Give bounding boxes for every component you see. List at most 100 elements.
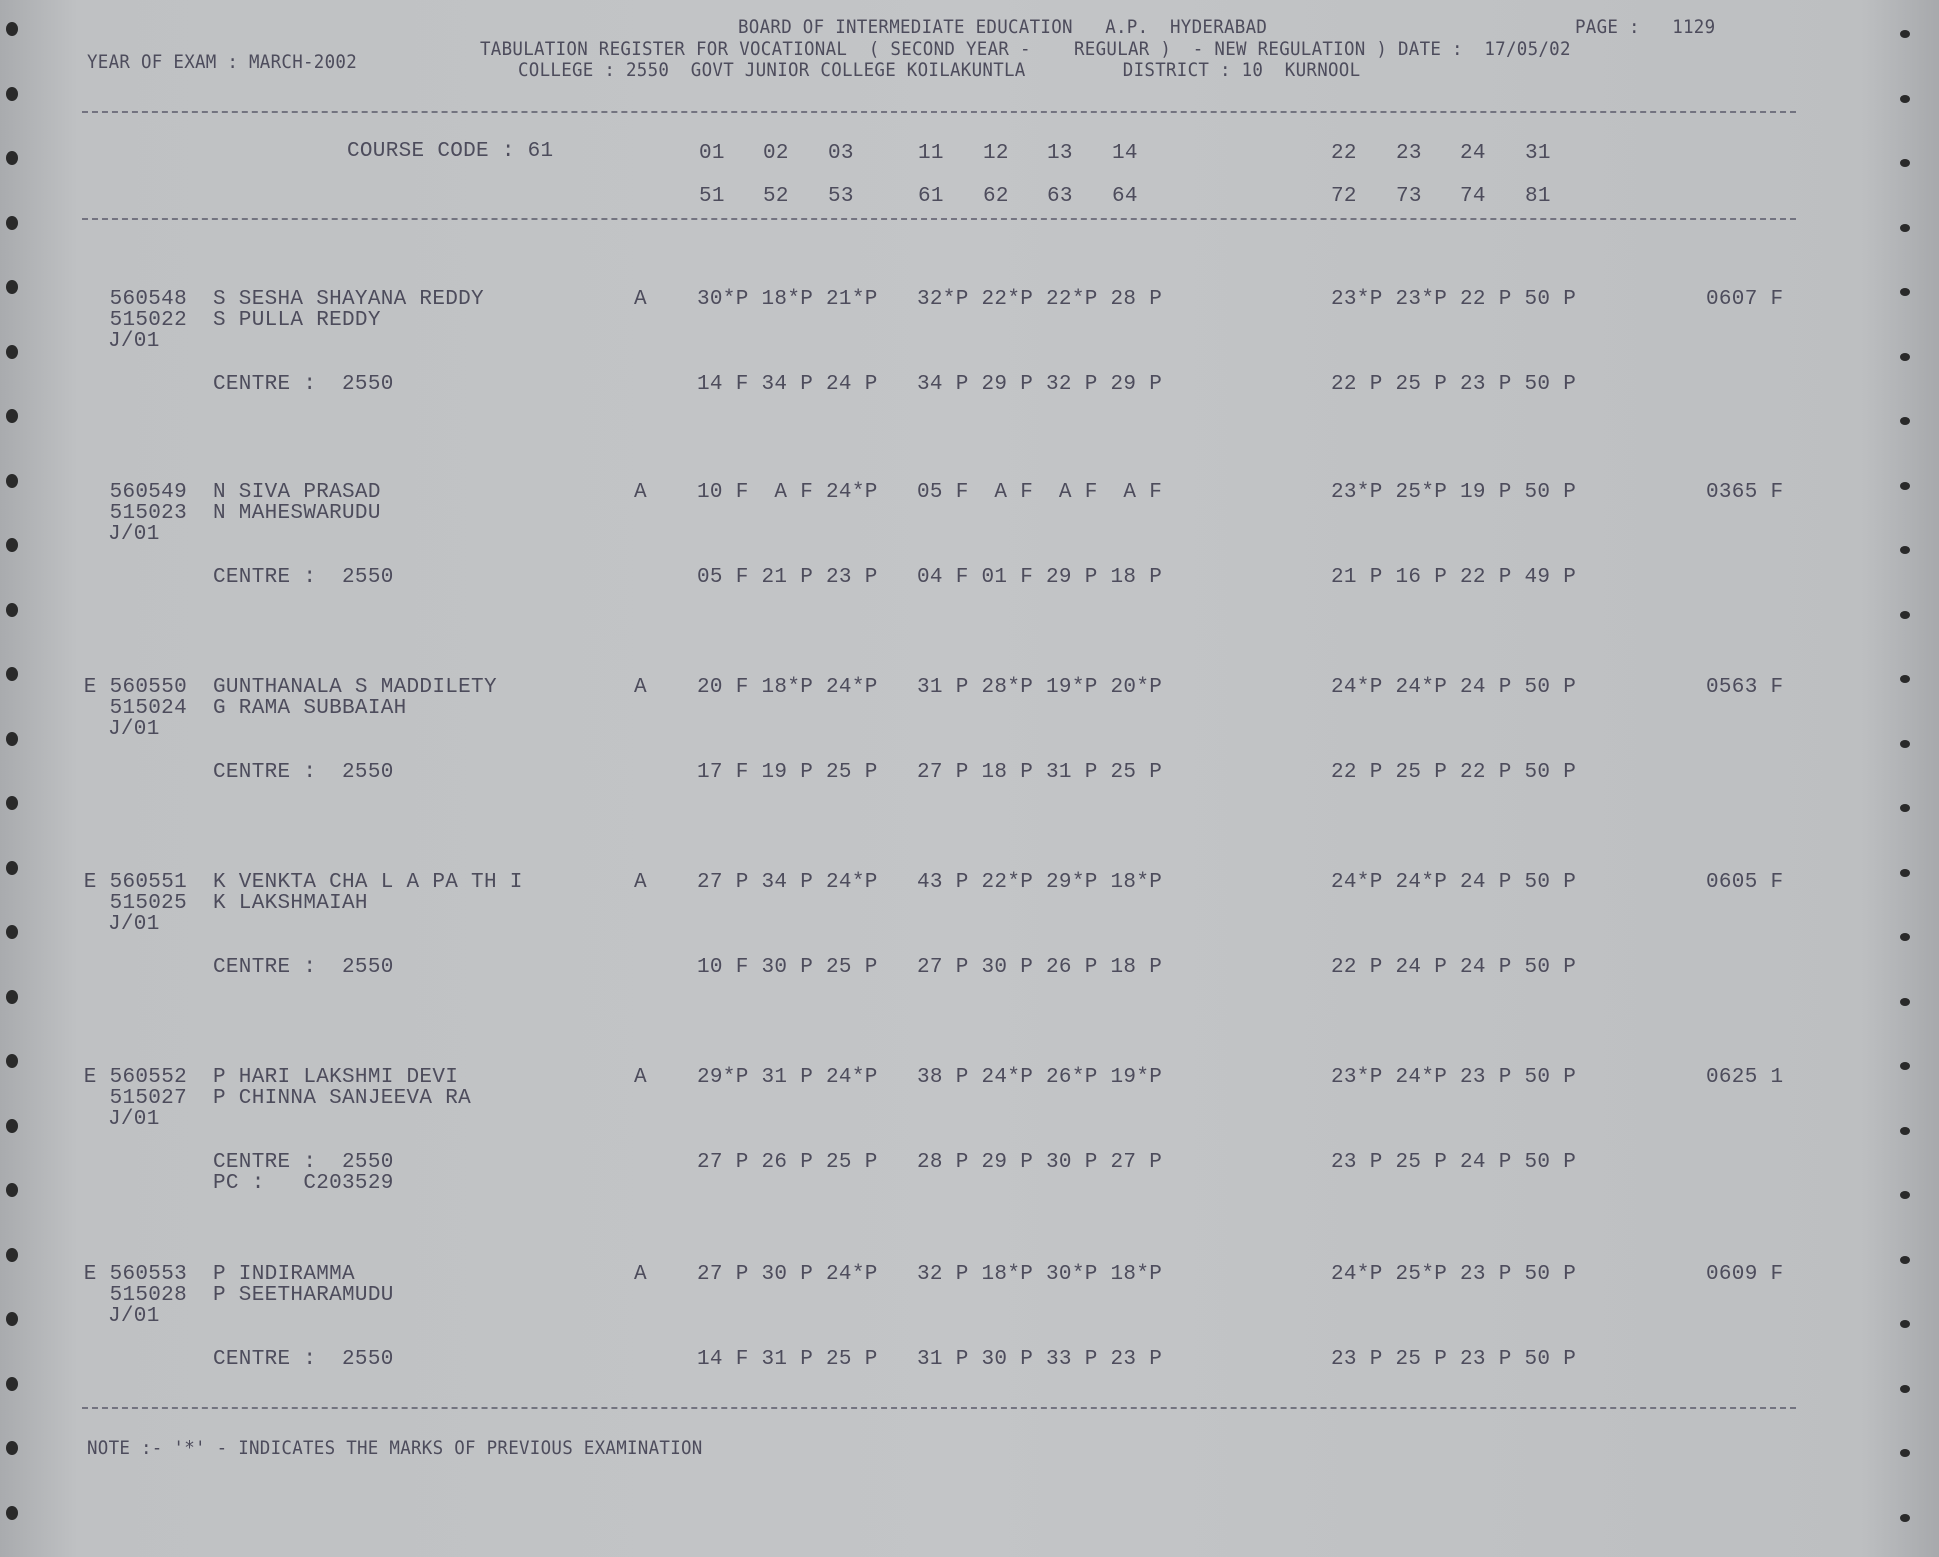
subject-code: 24 [1460, 142, 1486, 165]
roll-number: 515023 [109, 502, 187, 525]
sprocket-hole [1900, 352, 1910, 361]
marks2-group-3: 23 P 25 P 23 P 50 P [1331, 1348, 1577, 1371]
sprocket-hole [6, 1183, 18, 1197]
subject-code: 13 [1047, 142, 1073, 165]
student-name: N SIVA PRASAD [213, 481, 381, 504]
student-record: E 560553 515028 J/01 P INDIRAMMA P SEETH… [0, 1264, 1939, 1384]
sprocket-hole [1900, 675, 1910, 683]
marks-group-3: 24*P 25*P 23 P 50 P [1331, 1263, 1577, 1286]
subject-code: 61 [918, 185, 944, 208]
page-number: PAGE : 1129 [1575, 16, 1716, 38]
marks2-group-1: 14 F 31 P 25 P [697, 1348, 878, 1371]
subject-code: 51 [699, 185, 725, 208]
sprocket-hole [1900, 417, 1910, 425]
sprocket-hole [6, 215, 18, 230]
sprocket-hole [6, 602, 18, 617]
father-name: N MAHESWARUDU [213, 502, 381, 525]
marks-group-1: 30*P 18*P 21*P [697, 288, 878, 311]
sprocket-hole [1900, 739, 1910, 748]
year-of-exam: YEAR OF EXAM : MARCH-2002 [87, 51, 358, 73]
status: A [634, 871, 647, 894]
sprocket-hole [1900, 933, 1910, 941]
status: A [634, 676, 647, 699]
roll-number: 515027 [109, 1087, 187, 1110]
subject-code: 01 [699, 142, 725, 165]
sprocket-hole [1900, 1384, 1910, 1393]
sprocket-hole [1900, 1126, 1910, 1135]
marks-group-3: 23*P 24*P 23 P 50 P [1331, 1066, 1577, 1089]
centre: CENTRE : 2550 [213, 566, 394, 589]
sprocket-hole [1900, 1062, 1910, 1070]
centre: CENTRE : 2550 [213, 956, 394, 979]
sprocket-hole [6, 538, 18, 552]
total-result: 0605 F [1706, 871, 1784, 894]
student-name: GUNTHANALA S MADDILETY [213, 676, 497, 699]
divider [82, 218, 1796, 220]
subject-code: 02 [763, 142, 789, 165]
sprocket-hole [1900, 94, 1910, 103]
sprocket-hole [1900, 1513, 1910, 1522]
total-result: 0365 F [1706, 481, 1784, 504]
marks-group-2: 38 P 24*P 26*P 19*P [917, 1066, 1163, 1089]
sprocket-hole [1900, 30, 1910, 38]
marks2-group-2: 31 P 30 P 33 P 23 P [917, 1348, 1163, 1371]
marks-group-2: 05 F A F A F A F [917, 481, 1163, 504]
status: A [634, 481, 647, 504]
divider [82, 1407, 1796, 1409]
marks-group-2: 32*P 22*P 22*P 28 P [917, 288, 1163, 311]
sprocket-hole [6, 151, 18, 165]
subject-code: 64 [1112, 185, 1138, 208]
student-record: E 560552 515027 J/01 P HARI LAKSHMI DEVI… [0, 1066, 1939, 1195]
marks2-group-2: 27 P 18 P 31 P 25 P [917, 761, 1163, 784]
sprocket-hole [6, 1441, 18, 1455]
roll-number: 515024 [109, 697, 187, 720]
marks2-group-1: 05 F 21 P 23 P [697, 566, 878, 589]
student-record: E 560551 515025 J/01 K VENKTA CHA L A PA… [0, 872, 1939, 992]
board-title: BOARD OF INTERMEDIATE EDUCATION A.P. HYD… [738, 16, 1268, 38]
sprocket-hole [1900, 546, 1910, 554]
group-code: J/01 [108, 1108, 160, 1131]
college-line: COLLEGE : 2550 GOVT JUNIOR COLLEGE KOILA… [518, 59, 1361, 81]
sprocket-hole [6, 409, 18, 423]
total-result: 0563 F [1706, 676, 1784, 699]
note: NOTE :- '*' - INDICATES THE MARKS OF PRE… [87, 1437, 703, 1459]
group-code: J/01 [108, 913, 160, 936]
registration-number: E 560552 [83, 1066, 187, 1089]
sprocket-hole [6, 86, 18, 101]
group-code: J/01 [108, 718, 160, 741]
subject-code: 12 [983, 142, 1009, 165]
registration-number: E 560550 [83, 676, 187, 699]
marks2-group-2: 04 F 01 F 29 P 18 P [917, 566, 1163, 589]
sprocket-hole [6, 860, 18, 875]
sprocket-hole [1900, 997, 1910, 1006]
student-name: S SESHA SHAYANA REDDY [213, 288, 484, 311]
roll-number: 515022 [109, 309, 187, 332]
father-name: S PULLA REDDY [213, 309, 381, 332]
marks-group-2: 31 P 28*P 19*P 20*P [917, 676, 1163, 699]
registration-number: E 560551 [83, 871, 187, 894]
sprocket-hole [1900, 610, 1910, 619]
sprocket-hole [1900, 804, 1910, 812]
student-name: K VENKTA CHA L A PA TH I [213, 871, 523, 894]
centre: CENTRE : 2550 [213, 1151, 394, 1174]
sprocket-hole [6, 1118, 18, 1133]
marks-group-1: 29*P 31 P 24*P [697, 1066, 878, 1089]
subject-code: 22 [1331, 142, 1357, 165]
sprocket-hole [6, 344, 18, 359]
marks2-group-3: 23 P 25 P 24 P 50 P [1331, 1151, 1577, 1174]
marks2-group-1: 27 P 26 P 25 P [697, 1151, 878, 1174]
marks-group-1: 20 F 18*P 24*P [697, 676, 878, 699]
sprocket-hole [1900, 1255, 1910, 1264]
group-code: J/01 [108, 1305, 160, 1328]
sprocket-hole [6, 473, 18, 488]
marks2-group-2: 27 P 30 P 26 P 18 P [917, 956, 1163, 979]
marks-group-3: 23*P 23*P 22 P 50 P [1331, 288, 1577, 311]
marks-group-2: 43 P 22*P 29*P 18*P [917, 871, 1163, 894]
divider [82, 111, 1796, 113]
sprocket-hole [6, 1312, 18, 1326]
sprocket-hole [6, 22, 18, 36]
sprocket-hole [6, 1376, 18, 1391]
roll-number: 515028 [109, 1284, 187, 1307]
sprocket-hole [1900, 288, 1910, 296]
subject-code: 72 [1331, 185, 1357, 208]
